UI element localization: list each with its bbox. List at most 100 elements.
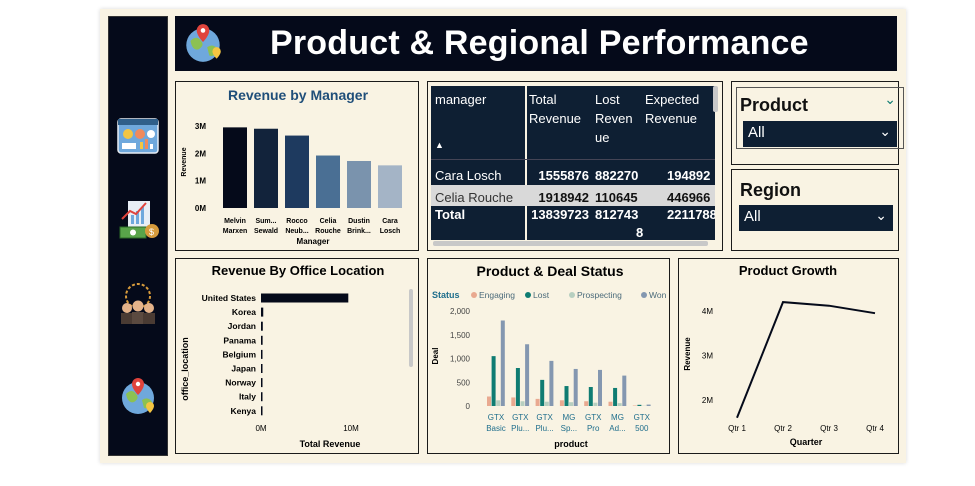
bar[interactable] [646,404,651,406]
row-lost: 882270 [595,168,639,183]
team-icon[interactable] [116,282,160,326]
product-dropdown[interactable]: All ⌄ [743,121,897,147]
chart-scrollbar[interactable] [409,289,413,367]
header-expected-revenue-line1[interactable]: Expected [645,92,700,107]
bar[interactable] [559,400,564,406]
product-growth-chart[interactable]: Product Growth Revenue Quarter 4M 3M 2M Qtr… [679,259,897,452]
x-tick-label: 0M [255,424,266,433]
bar[interactable] [588,387,593,406]
bar[interactable] [261,378,263,388]
y-tick-label: 0M [195,204,206,213]
globe-logo-icon [186,24,221,62]
product-growth-panel: Product Growth Revenue Quarter 4M 3M 2M Qtr… [678,258,899,454]
revenue-line[interactable] [736,301,876,419]
bar[interactable] [535,398,540,406]
x-tick-label: Plu... [511,424,529,433]
product-slicer-focus-border [736,87,904,149]
x-axis-label: Total Revenue [300,439,361,449]
region-dropdown[interactable]: All ⌄ [739,205,893,231]
legend-marker [525,292,531,298]
bar[interactable] [261,349,263,359]
bar[interactable] [520,401,525,406]
bar[interactable] [261,392,263,402]
legend-label[interactable]: Engaging [479,290,515,300]
manager-revenue-table[interactable]: manager ▲ Total Revenue Lost Reven ue Ex… [431,86,715,240]
bar[interactable] [254,128,278,208]
bar[interactable] [261,364,263,373]
x-tick-label: Plu... [535,424,553,433]
bar[interactable] [593,402,598,406]
x-tick-label: Pro [587,424,600,433]
header-lost-revenue-line3[interactable]: ue [595,130,610,145]
bar[interactable] [500,320,505,407]
bar[interactable] [549,360,554,406]
revenue-by-manager-chart[interactable]: Revenue by Manager Revenue Manager 3M 2M 1… [176,82,417,249]
office-location-panel: Revenue By Office Location office_locati… [175,258,419,454]
chevron-down-icon[interactable]: ⌄ [875,207,887,223]
bar[interactable] [316,155,340,208]
x-axis-label: Manager [297,237,330,246]
y-tick-label: 3M [195,122,206,131]
bar[interactable] [564,386,569,406]
bar[interactable] [223,127,247,208]
bar[interactable] [613,387,618,406]
slicer-collapse-icon[interactable]: ⌄ [884,91,896,107]
bar[interactable] [525,344,530,406]
y-tick-label: 0 [466,402,471,411]
header-total-revenue-line2[interactable]: Revenue [529,111,582,126]
table-vertical-scrollbar[interactable] [713,86,718,112]
dashboard-icon[interactable] [116,115,160,159]
chart-title: Product & Deal Status [476,263,623,279]
y-tick-label: 1,000 [450,355,471,364]
y-axis-label: Revenue [181,147,188,176]
legend-label[interactable]: Prospecting [577,290,622,300]
header-expected-revenue-line2[interactable]: Revenue [645,111,698,126]
deal-status-chart[interactable]: Product & Deal Status Status Deal produc… [428,259,668,452]
bar[interactable] [573,368,578,406]
bar[interactable] [261,335,263,345]
bar[interactable] [378,165,402,208]
bar[interactable] [540,379,545,406]
bar[interactable] [261,293,349,303]
bar[interactable] [598,369,602,406]
x-tick-label: GTX [536,413,553,422]
bar[interactable] [622,375,627,406]
bar[interactable] [261,321,263,331]
bar[interactable] [569,402,574,406]
deal-status-panel: Product & Deal Status Status Deal produc… [427,258,670,454]
bar[interactable] [511,397,516,406]
legend-label[interactable]: Lost [533,290,550,300]
bar[interactable] [261,406,263,416]
globe-location-icon[interactable] [116,374,160,418]
table-horizontal-scrollbar[interactable] [433,241,708,246]
svg-text:$: $ [149,227,154,237]
bar[interactable] [487,396,491,407]
chart-title: Revenue By Office Location [212,263,385,278]
bar[interactable] [637,404,642,406]
y-tick-label: Panama [223,335,256,345]
office-location-chart[interactable]: Revenue By Office Location office_locati… [176,259,417,452]
header-manager[interactable]: manager [435,92,487,107]
chevron-down-icon[interactable]: ⌄ [879,123,891,139]
y-tick-label: 2M [195,149,206,158]
legend-label[interactable]: Won [649,290,667,300]
bar[interactable] [544,401,549,406]
bar[interactable] [617,403,622,406]
money-growth-icon[interactable]: $ [116,197,160,241]
y-axis-label: Revenue [683,337,692,371]
row-lost: 110645 [595,190,638,205]
bar[interactable] [496,400,501,406]
bar[interactable] [608,401,613,406]
header-lost-revenue-line1[interactable]: Lost [595,92,620,107]
bar[interactable] [584,401,589,406]
bar[interactable] [347,160,371,208]
header-lost-revenue-line2[interactable]: Reven [595,111,633,126]
bar[interactable] [261,307,264,317]
sort-indicator-icon[interactable]: ▲ [435,140,444,150]
bar[interactable] [491,356,496,406]
bar[interactable] [515,368,520,406]
product-slicer-title: Product [740,95,809,115]
y-axis-label: office_location [180,337,190,401]
header-total-revenue-line1[interactable]: Total [529,92,557,107]
bar[interactable] [285,135,309,208]
